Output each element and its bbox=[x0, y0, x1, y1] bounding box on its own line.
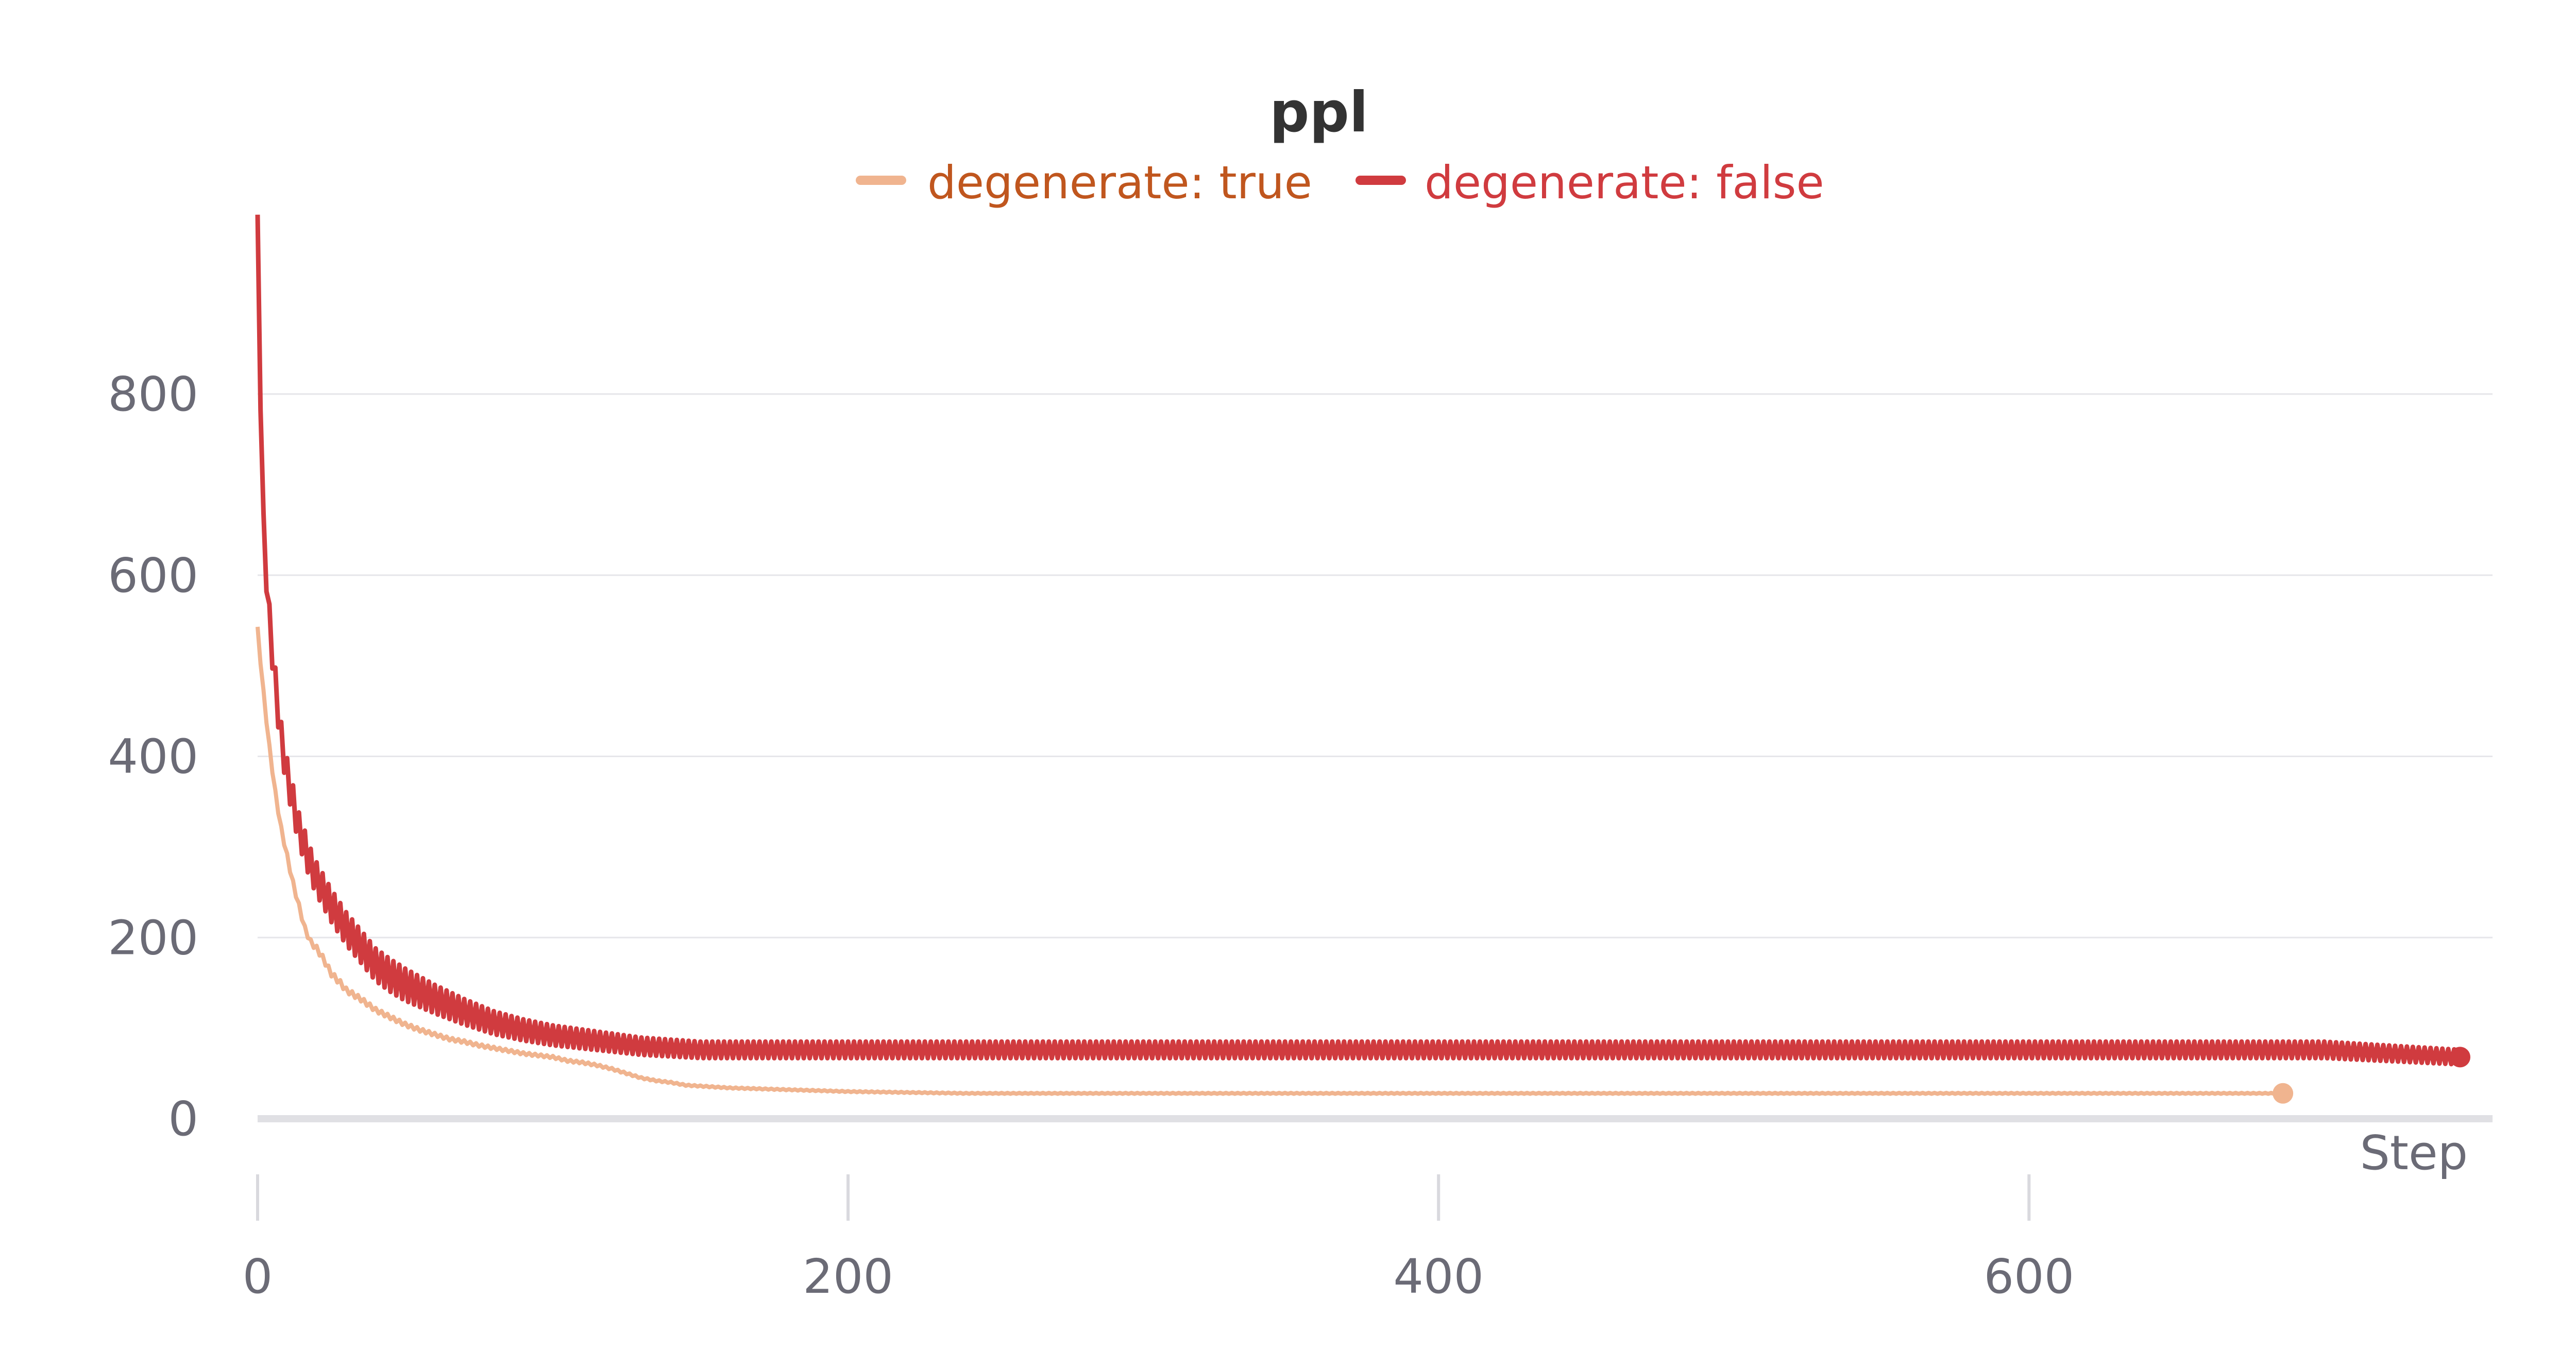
y-tick-label: 400 bbox=[108, 729, 198, 784]
series-end-point-degenerate-false bbox=[2449, 1047, 2470, 1068]
x-tick-label: 400 bbox=[1393, 1249, 1484, 1304]
y-tick-label: 800 bbox=[108, 367, 198, 422]
series-end-point-degenerate-true bbox=[2273, 1083, 2294, 1104]
y-axis-ticks: 0 200 400 600 800 bbox=[108, 367, 198, 1147]
series-line-degenerate-false bbox=[255, 214, 2463, 1067]
x-axis-label: Step bbox=[2360, 1125, 2468, 1181]
legend-item-degenerate-true[interactable]: degenerate: true bbox=[856, 156, 1312, 209]
x-tick-label: 600 bbox=[1984, 1249, 2075, 1304]
series-lines bbox=[255, 214, 2470, 1104]
legend-label-degenerate-true: degenerate: true bbox=[927, 156, 1312, 209]
legend-item-degenerate-false[interactable]: degenerate: false bbox=[1355, 156, 1824, 209]
x-axis: 0 200 400 600 bbox=[243, 1174, 2074, 1304]
series-line-degenerate-true bbox=[256, 626, 2283, 1096]
y-tick-label: 0 bbox=[168, 1091, 198, 1147]
legend: degenerate: true degenerate: false bbox=[856, 156, 1824, 209]
y-tick-label: 200 bbox=[108, 910, 198, 965]
x-tick-label: 200 bbox=[803, 1249, 893, 1304]
y-tick-label: 600 bbox=[108, 548, 198, 603]
grid-lines bbox=[258, 393, 2493, 1122]
legend-label-degenerate-false: degenerate: false bbox=[1425, 156, 1824, 209]
x-tick-label: 0 bbox=[243, 1249, 273, 1304]
chart-title: ppl bbox=[1269, 80, 1368, 145]
